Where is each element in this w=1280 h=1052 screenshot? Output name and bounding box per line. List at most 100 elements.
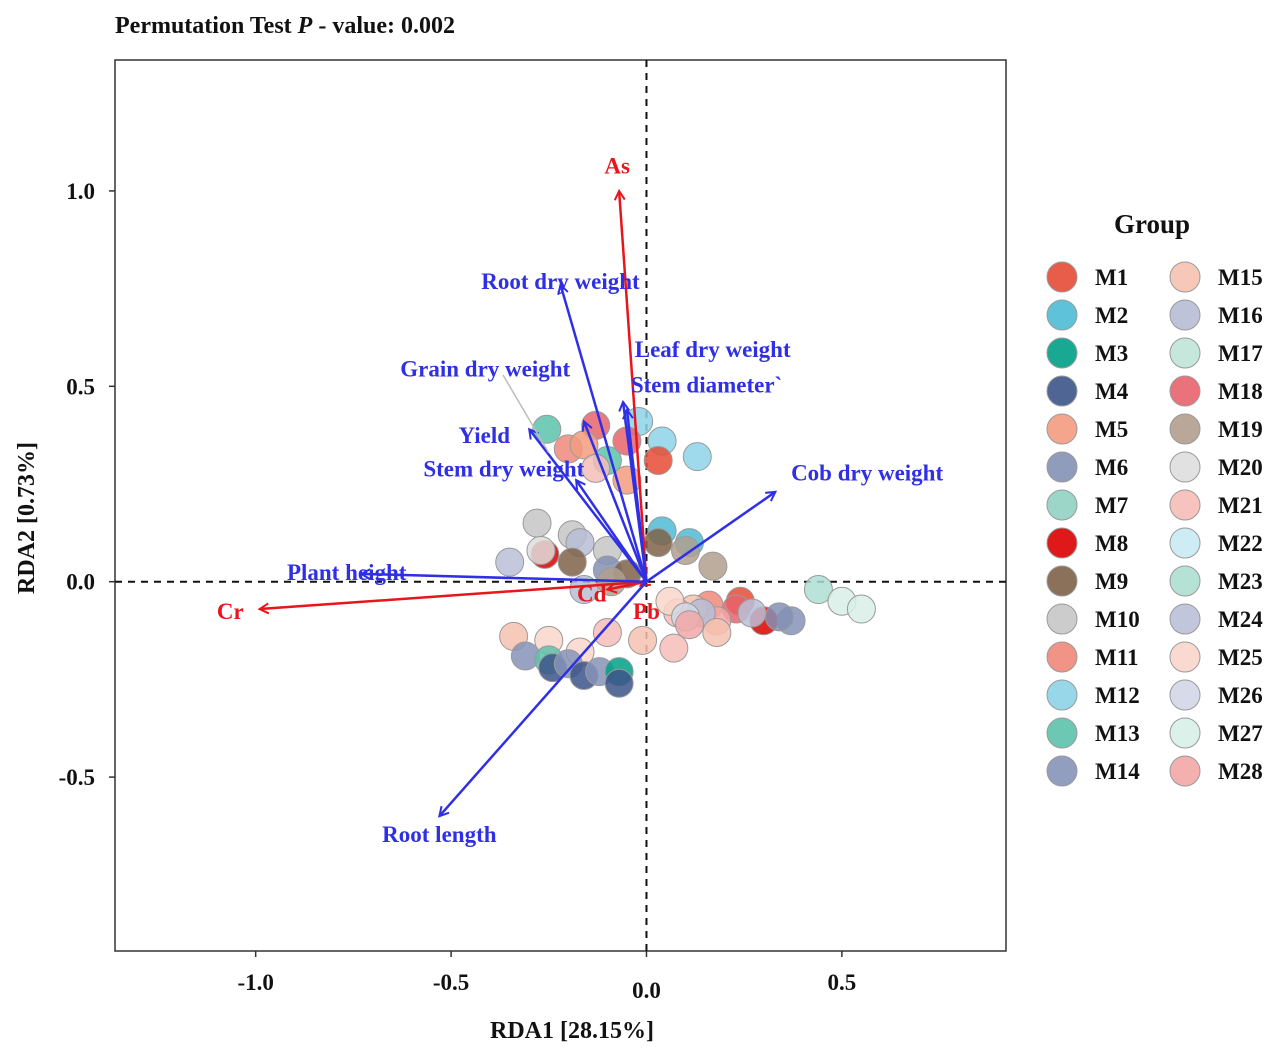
- legend-swatch: [1169, 603, 1201, 635]
- legend-item-m4: M4: [1046, 375, 1129, 407]
- legend-swatch: [1169, 451, 1201, 483]
- title-suffix: - value: 0.002: [312, 13, 455, 39]
- legend-label: M6: [1095, 455, 1128, 480]
- legend-label: M28: [1218, 759, 1263, 784]
- vector-root-dry-weight: [561, 285, 648, 583]
- legend-label: M3: [1095, 341, 1128, 366]
- x-tick-label: 0.5: [827, 970, 856, 995]
- legend-item-m3: M3: [1046, 337, 1128, 369]
- legend-item-m12: M12: [1046, 679, 1140, 711]
- chart-title: Permutation Test P - value: 0.002: [115, 13, 455, 39]
- legend-swatch: [1169, 413, 1201, 445]
- legend-swatch: [1169, 299, 1201, 331]
- vector-labels: As Cr Cd Pb Root dry weight Leaf dry weight St…: [217, 154, 944, 847]
- legend-swatch: [1046, 489, 1078, 521]
- plot-frame: [114, 59, 1007, 952]
- legend-item-m19: M19: [1169, 413, 1263, 445]
- vector-stem-diameter: [623, 402, 648, 582]
- vector-label-stem-diameter: Stem diameter`: [631, 372, 782, 397]
- legend-item-m23: M23: [1169, 565, 1263, 597]
- legend-item-m9: M9: [1046, 565, 1128, 597]
- vector-cob-dry-weight: [645, 492, 775, 583]
- y-tick-label: 0.5: [66, 374, 95, 399]
- vector-as: [619, 191, 648, 582]
- y-axis-label: RDA2 [0.73%]: [14, 442, 40, 594]
- x-tick-label: -0.5: [433, 970, 469, 995]
- legend-item-m18: M18: [1169, 375, 1263, 407]
- legend-item-m22: M22: [1169, 527, 1263, 559]
- vector-root-length: [439, 580, 648, 816]
- x-tick-label: -1.0: [237, 970, 273, 995]
- legend-label: M4: [1095, 379, 1129, 404]
- point-m23: [803, 575, 833, 605]
- vector-yield: [529, 429, 648, 583]
- legend-swatch: [1046, 413, 1078, 445]
- legend-label: M14: [1095, 759, 1140, 784]
- legend-swatch: [1169, 527, 1201, 559]
- legend-swatch: [1046, 261, 1078, 293]
- legend-item-m28: M28: [1169, 755, 1263, 787]
- vector-stem-dry-weight: [576, 480, 648, 583]
- point-m4: [604, 668, 634, 698]
- legend-label: M21: [1218, 493, 1263, 518]
- grain-dry-weight-leader-line: [502, 374, 550, 454]
- x-tick-label: 0.0: [632, 978, 661, 1003]
- legend-item-m7: M7: [1046, 489, 1128, 521]
- legend-item-m20: M20: [1169, 451, 1263, 483]
- y-tick-label: -0.5: [59, 765, 95, 790]
- legend-label: M16: [1218, 303, 1263, 328]
- vector-label-root-length: Root length: [382, 822, 497, 847]
- legend-swatch: [1046, 337, 1078, 369]
- legend-swatch: [1046, 375, 1078, 407]
- legend-label: M18: [1218, 379, 1263, 404]
- biplot-vectors: [260, 191, 776, 816]
- vector-label-plant-height: Plant height: [287, 560, 407, 585]
- legend-label: M9: [1095, 569, 1128, 594]
- point-m21: [592, 618, 622, 648]
- legend: M1 M2 M3 M4 M5 M6 M7 M8 M9 M10 M11 M12 M13 M14 M15 M16 M…: [1046, 261, 1263, 787]
- legend-item-m11: M11: [1046, 641, 1138, 673]
- legend-label: M26: [1218, 683, 1263, 708]
- vector-label-cd: Cd: [577, 581, 607, 606]
- legend-label: M10: [1095, 607, 1140, 632]
- legend-label: M25: [1218, 645, 1263, 670]
- zero-lines: [115, 60, 1006, 951]
- legend-label: M8: [1095, 531, 1128, 556]
- point-m16: [569, 575, 599, 605]
- legend-label: M1: [1095, 265, 1128, 290]
- legend-label: M19: [1218, 417, 1263, 442]
- legend-swatch: [1046, 679, 1078, 711]
- legend-swatch: [1046, 527, 1078, 559]
- legend-label: M13: [1095, 721, 1140, 746]
- vector-label-cr: Cr: [217, 599, 244, 624]
- legend-swatch: [1169, 337, 1201, 369]
- legend-item-m5: M5: [1046, 413, 1128, 445]
- legend-item-m17: M17: [1169, 337, 1263, 369]
- point-m15: [702, 618, 732, 648]
- legend-item-m1: M1: [1046, 261, 1128, 293]
- legend-label: M5: [1095, 417, 1128, 442]
- vector-label-leaf-dry-weight: Leaf dry weight: [635, 337, 791, 362]
- legend-item-m21: M21: [1169, 489, 1263, 521]
- legend-swatch: [1046, 565, 1078, 597]
- point-m28: [674, 610, 704, 640]
- vector-label-pb: Pb: [633, 599, 660, 624]
- legend-swatch: [1169, 489, 1201, 521]
- point-m21: [659, 633, 689, 663]
- legend-item-m10: M10: [1046, 603, 1140, 635]
- legend-label: M24: [1218, 607, 1263, 632]
- legend-swatch: [1169, 261, 1201, 293]
- legend-swatch: [1169, 565, 1201, 597]
- point-m9: [557, 547, 587, 577]
- point-m15: [628, 625, 658, 655]
- legend-item-m2: M2: [1046, 299, 1128, 331]
- legend-swatch: [1046, 755, 1078, 787]
- vector-cr: [260, 580, 647, 609]
- title-italic-p: P: [297, 13, 313, 39]
- legend-item-m25: M25: [1169, 641, 1263, 673]
- vector-label-root-dry-weight: Root dry weight: [481, 269, 640, 294]
- legend-item-m26: M26: [1169, 679, 1263, 711]
- title-prefix: Permutation Test: [115, 13, 298, 39]
- point-m12: [682, 442, 712, 472]
